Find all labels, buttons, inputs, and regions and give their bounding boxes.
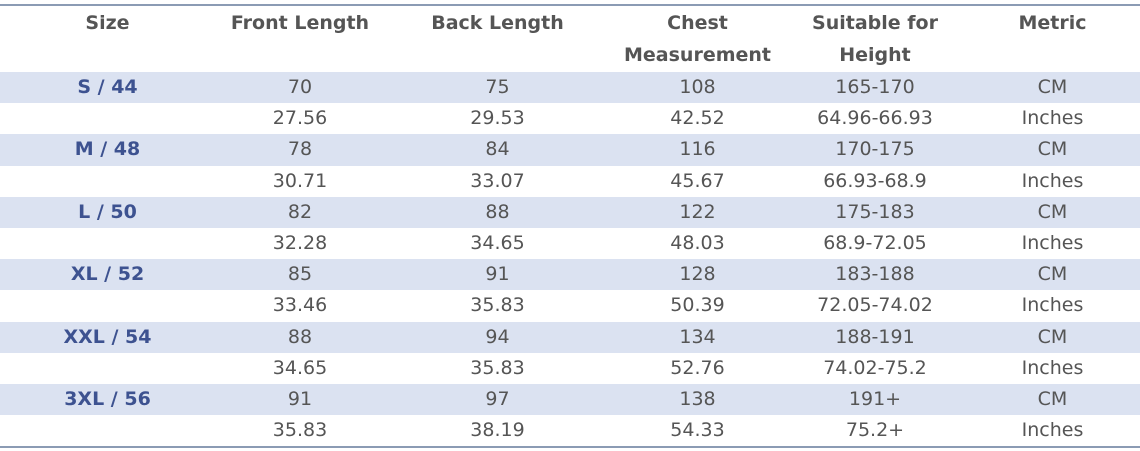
size-cell [0,353,215,384]
inches-row: 35.83 38.19 54.33 75.2+ Inches [0,415,1140,446]
inches-row: 34.65 35.83 52.76 74.02-75.2 Inches [0,353,1140,384]
value-cell: Inches [1021,294,1084,317]
value-cell: 30.71 [272,169,328,192]
value-cell: 35.83 [470,356,525,379]
value-cell: 68.9-72.05 [823,232,927,254]
value-cell: Inches [1021,169,1084,192]
value-cell: 170-175 [835,138,915,161]
value-cell: 33.07 [470,169,525,192]
value-cell: CM [1037,138,1068,161]
value-cell: 48.03 [670,232,725,254]
cm-row: XXL / 54 88 94 134 188-191 CM [0,321,1140,353]
value-cell: 82 [287,200,313,223]
value-cell: 52.76 [670,356,725,379]
value-cell: 183-188 [835,263,915,286]
value-cell: 91 [485,263,510,286]
value-cell: 88 [485,200,510,223]
value-cell: 33.46 [272,294,328,317]
size-cell: 3XL / 56 [64,388,151,410]
value-cell: 35.83 [272,419,328,442]
value-cell: CM [1037,76,1068,98]
value-cell: Inches [1021,232,1084,254]
value-cell: 138 [679,388,716,410]
size-cell: S / 44 [77,76,138,98]
size-cell [0,290,215,321]
value-cell: 84 [485,138,510,161]
value-cell: 34.65 [272,356,328,379]
cm-row: M / 48 78 84 116 170-175 CM [0,134,1140,166]
size-cell: M / 48 [74,138,141,161]
value-cell: 27.56 [272,107,328,130]
value-cell: CM [1037,325,1068,348]
value-cell: 72.05-74.02 [817,294,933,317]
inches-row: 27.56 29.53 42.52 64.96-66.93 Inches [0,103,1140,134]
value-cell: 42.52 [670,107,725,130]
value-cell: 134 [679,325,716,348]
value-cell: 45.67 [670,169,725,192]
bottom-rule [0,446,1140,448]
size-cell: XXL / 54 [63,325,152,348]
cm-row: 3XL / 56 91 97 138 191+ CM [0,384,1140,416]
value-cell: 75.2+ [845,419,905,442]
header-cell: Front Length [230,12,370,34]
value-cell: 188-191 [835,325,915,348]
value-cell: CM [1037,263,1068,286]
value-cell: Inches [1021,107,1084,130]
value-cell: CM [1037,388,1068,410]
header-cell: Suitable for Height [812,12,938,66]
inches-row: 33.46 35.83 50.39 72.05-74.02 Inches [0,290,1140,321]
value-cell: 97 [485,388,510,410]
size-cell [0,103,215,134]
size-cell: L / 50 [78,200,137,223]
header-cell: Back Length [431,12,564,34]
value-cell: 191+ [848,388,902,410]
header-cell: Chest Measurement [624,12,771,66]
header-cell: Size [85,12,130,34]
value-cell: 34.65 [470,232,525,254]
value-cell: 165-170 [835,76,915,98]
value-cell: 50.39 [670,294,725,317]
value-cell: 88 [287,325,313,348]
value-cell: 38.19 [470,419,525,442]
value-cell: 66.93-68.9 [823,169,927,192]
value-cell: 116 [679,138,716,161]
inches-row: 30.71 33.07 45.67 66.93-68.9 Inches [0,166,1140,197]
value-cell: 35.83 [470,294,525,317]
cm-row: L / 50 82 88 122 175-183 CM [0,196,1140,228]
inches-row: 32.28 34.65 48.03 68.9-72.05 Inches [0,228,1140,259]
value-cell: 85 [287,263,313,286]
value-cell: 32.28 [272,232,328,254]
size-cell [0,166,215,197]
value-cell: 64.96-66.93 [817,107,933,130]
value-cell: Inches [1021,356,1084,379]
value-cell: 70 [287,76,313,98]
size-cell [0,228,215,259]
value-cell: 94 [485,325,510,348]
header-cell: Metric [1018,12,1087,34]
header-row: Size Front Length Back Length Chest Measure… [0,4,1140,74]
value-cell: 122 [679,200,716,223]
size-cell: XL / 52 [70,263,145,286]
value-cell: Inches [1021,419,1084,442]
value-cell: 74.02-75.2 [823,356,927,379]
value-cell: 128 [679,263,716,286]
value-cell: 75 [485,76,510,98]
value-cell: 78 [287,138,313,161]
value-cell: 29.53 [470,107,525,130]
value-cell: CM [1037,200,1068,223]
value-cell: 108 [679,76,716,98]
cm-row: XL / 52 85 91 128 183-188 CM [0,259,1140,291]
size-cell [0,415,215,446]
value-cell: 91 [287,388,313,410]
value-cell: 54.33 [670,419,725,442]
value-cell: 175-183 [835,200,915,223]
cm-row: S / 44 70 75 108 165-170 CM [0,72,1140,104]
